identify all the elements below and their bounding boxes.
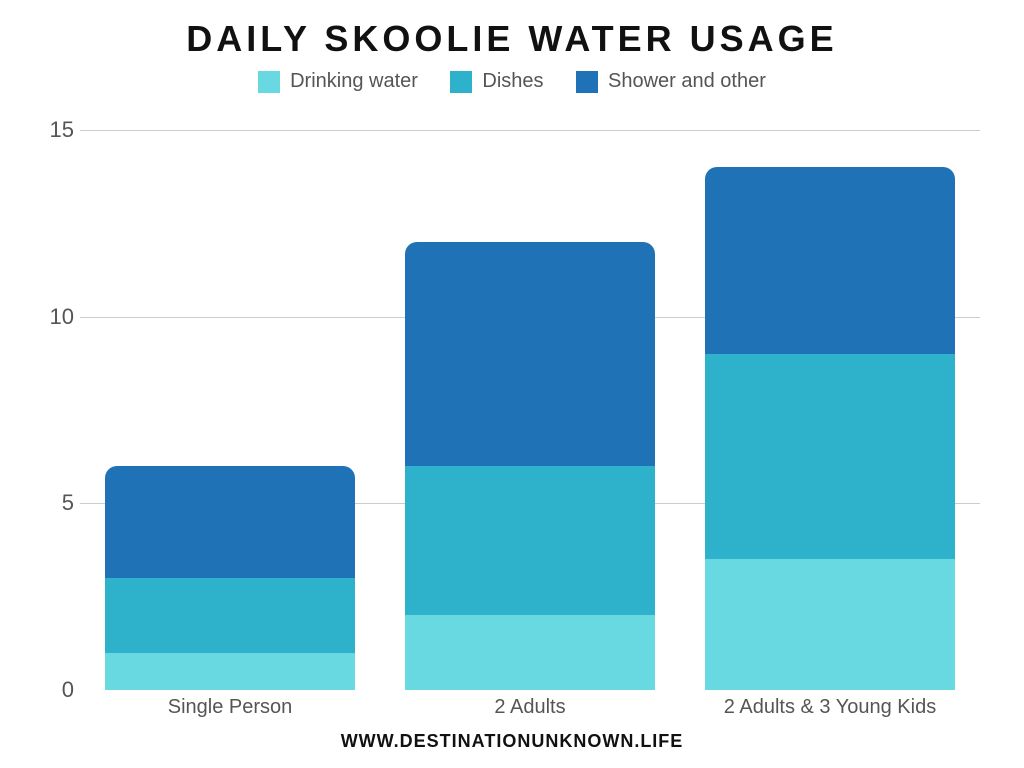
chart-legend: Drinking water Dishes Shower and other — [0, 70, 1024, 98]
legend-swatch-icon — [258, 71, 280, 93]
bar-segment-drinking — [405, 615, 655, 690]
bar-group — [105, 466, 355, 690]
legend-label: Shower and other — [608, 70, 766, 93]
y-tick-label: 15 — [14, 117, 74, 143]
chart-title: DAILY SKOOLIE WATER USAGE — [0, 18, 1024, 60]
bar-segment-dishes — [705, 354, 955, 559]
x-category-label: 2 Adults — [380, 696, 680, 719]
legend-label: Dishes — [482, 70, 543, 93]
gridline — [80, 130, 980, 131]
legend-swatch-icon — [576, 71, 598, 93]
bar-segment-shower — [105, 466, 355, 578]
chart-plot-area: 0 5 10 15 Single Person 2 Adults 2 Adult… — [80, 130, 980, 690]
y-tick-label: 10 — [14, 304, 74, 330]
x-category-label: 2 Adults & 3 Young Kids — [680, 696, 980, 719]
y-tick-label: 0 — [14, 677, 74, 703]
bar-segment-shower — [405, 242, 655, 466]
legend-item-dishes: Dishes — [450, 70, 543, 93]
bar-segment-drinking — [105, 653, 355, 690]
legend-item-drinking: Drinking water — [258, 70, 418, 93]
bar-segment-dishes — [405, 466, 655, 615]
y-tick-label: 5 — [14, 490, 74, 516]
bar-segment-dishes — [105, 578, 355, 653]
footer-credit: WWW.DESTINATIONUNKNOWN.LIFE — [0, 731, 1024, 752]
x-category-label: Single Person — [80, 696, 380, 719]
legend-item-shower: Shower and other — [576, 70, 766, 93]
bar-segment-drinking — [705, 559, 955, 690]
bar-group — [405, 242, 655, 690]
bar-group — [705, 167, 955, 690]
legend-swatch-icon — [450, 71, 472, 93]
chart-container: DAILY SKOOLIE WATER USAGE Drinking water… — [0, 0, 1024, 768]
legend-label: Drinking water — [290, 70, 418, 93]
bar-segment-shower — [705, 167, 955, 354]
